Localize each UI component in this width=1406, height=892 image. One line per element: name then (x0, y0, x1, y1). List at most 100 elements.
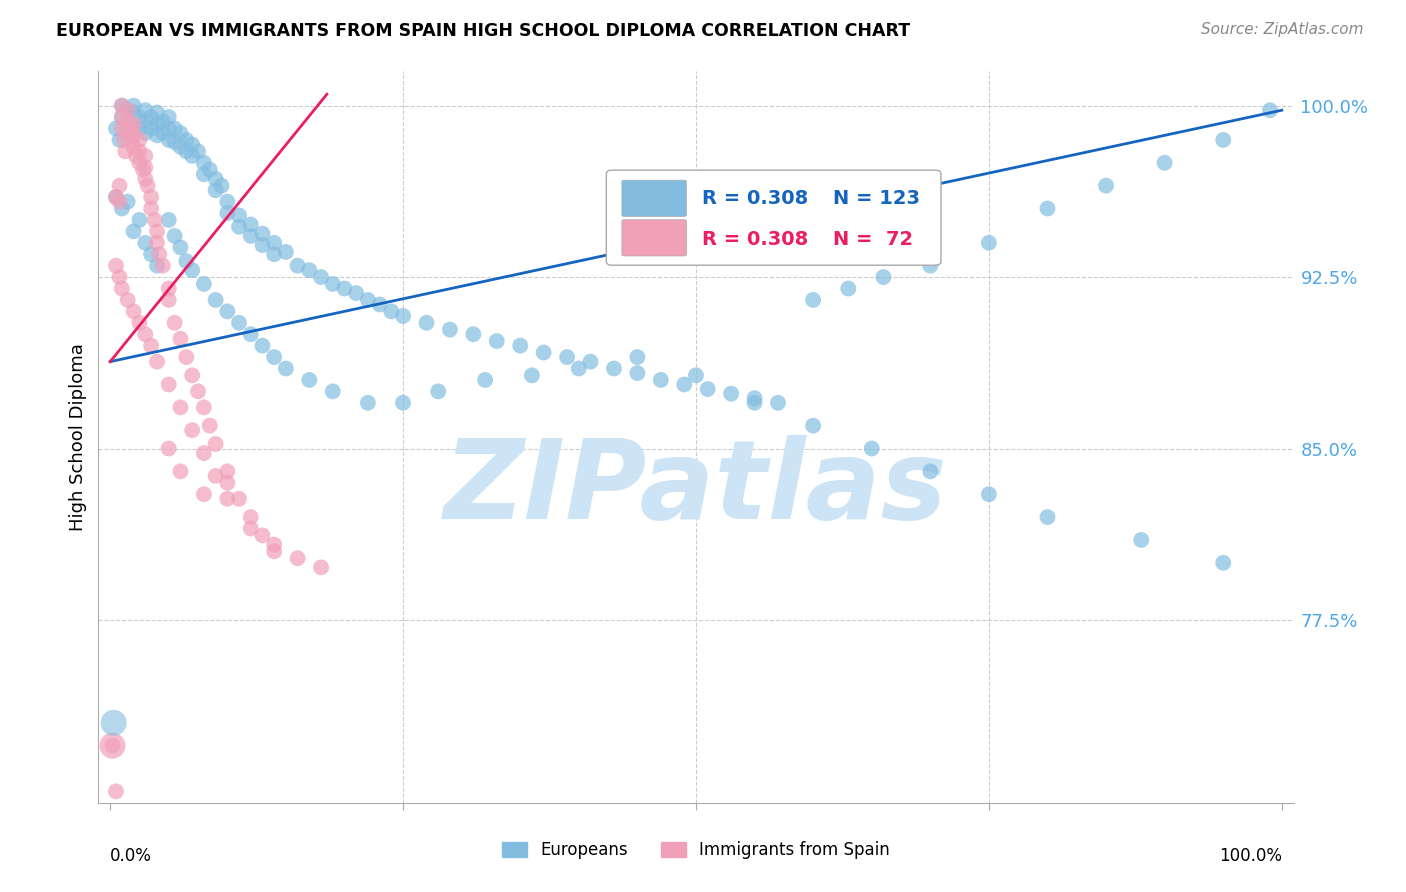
Text: 0.0%: 0.0% (110, 847, 152, 864)
Point (143, 213, 166, 227)
Point (193, 155, 215, 169)
Point (217, 304, 239, 318)
Point (287, 551, 309, 566)
Point (744, 396, 766, 410)
Point (111, 281, 134, 295)
Point (650, 373, 672, 387)
Text: EUROPEAN VS IMMIGRANTS FROM SPAIN HIGH SCHOOL DIPLOMA CORRELATION CHART: EUROPEAN VS IMMIGRANTS FROM SPAIN HIGH S… (56, 22, 910, 40)
Point (239, 327, 262, 342)
Text: Source: ZipAtlas.com: Source: ZipAtlas.com (1201, 22, 1364, 37)
Point (485, 334, 508, 348)
Point (626, 366, 648, 380)
Point (152, 126, 174, 140)
Point (146, 128, 169, 143)
Point (112, 133, 135, 147)
Point (872, 270, 894, 285)
Point (252, 528, 274, 542)
Point (134, 149, 156, 163)
Point (128, 133, 150, 147)
Point (579, 354, 602, 368)
Point (228, 316, 250, 330)
Point (603, 361, 626, 376)
Point (392, 396, 415, 410)
Point (193, 167, 215, 181)
Point (134, 126, 156, 140)
Point (474, 373, 496, 387)
Point (1130, 533, 1153, 547)
Point (766, 396, 789, 410)
Point (274, 244, 297, 259)
Point (122, 117, 145, 131)
Y-axis label: High School Diploma: High School Diploma (69, 343, 87, 531)
Point (105, 190, 128, 204)
Point (239, 510, 262, 524)
Point (187, 145, 209, 159)
Point (105, 190, 128, 204)
Point (309, 270, 332, 285)
Text: R = 0.308: R = 0.308 (702, 189, 808, 208)
Point (111, 98, 134, 112)
Point (141, 338, 163, 352)
Point (744, 391, 766, 405)
Point (204, 183, 226, 197)
Point (117, 194, 139, 209)
Point (122, 224, 145, 238)
Point (392, 309, 415, 323)
Point (181, 368, 204, 383)
Point (174, 133, 197, 147)
Point (122, 98, 145, 112)
Point (108, 270, 131, 285)
Point (157, 133, 180, 147)
Point (169, 126, 191, 140)
Point (141, 190, 163, 204)
Point (252, 227, 274, 241)
Point (157, 377, 180, 392)
Point (134, 114, 156, 128)
Point (298, 373, 321, 387)
Point (120, 133, 142, 147)
Point (157, 281, 180, 295)
Point (105, 784, 128, 798)
Point (920, 464, 942, 478)
Point (181, 423, 204, 437)
Point (174, 145, 197, 159)
Point (128, 145, 150, 159)
Point (117, 126, 139, 140)
Point (1095, 178, 1118, 193)
Text: N = 123: N = 123 (834, 189, 921, 208)
Point (263, 235, 285, 250)
Point (157, 213, 180, 227)
Point (122, 128, 145, 143)
Point (134, 103, 156, 118)
Point (163, 121, 186, 136)
FancyBboxPatch shape (621, 180, 686, 217)
Point (146, 235, 169, 250)
Point (128, 110, 150, 124)
Point (239, 218, 262, 232)
Point (217, 475, 239, 490)
Point (509, 338, 531, 352)
Point (117, 114, 139, 128)
Point (169, 140, 191, 154)
Point (263, 350, 285, 364)
Point (181, 263, 204, 277)
Point (169, 401, 191, 415)
FancyBboxPatch shape (606, 170, 941, 265)
Point (103, 715, 125, 730)
Point (193, 401, 215, 415)
Point (111, 98, 134, 112)
Point (128, 213, 150, 227)
Point (117, 293, 139, 307)
Point (146, 354, 169, 368)
Point (252, 238, 274, 252)
Point (252, 338, 274, 352)
Point (108, 194, 131, 209)
Point (120, 121, 142, 136)
Legend: Europeans, Immigrants from Spain: Europeans, Immigrants from Spain (494, 833, 898, 868)
Point (111, 202, 134, 216)
Point (105, 259, 128, 273)
Point (157, 121, 180, 136)
Point (263, 544, 285, 558)
Point (720, 386, 742, 401)
Point (134, 327, 156, 342)
